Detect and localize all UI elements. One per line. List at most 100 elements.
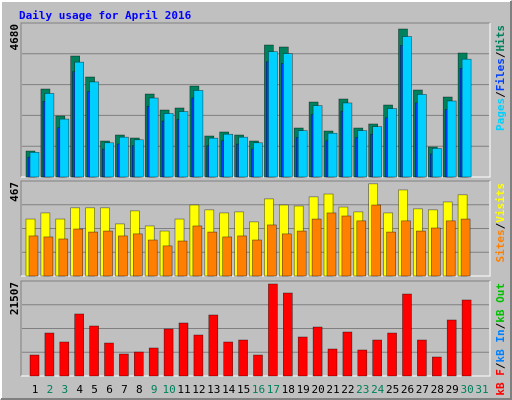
x-tick-label: 4 bbox=[76, 383, 83, 396]
bar bbox=[297, 130, 308, 178]
bar bbox=[208, 314, 219, 377]
legend-separator: / bbox=[494, 222, 507, 229]
bar bbox=[238, 339, 248, 377]
bar bbox=[268, 283, 278, 377]
bar bbox=[58, 238, 69, 277]
bar bbox=[103, 230, 113, 277]
x-tick-label: 7 bbox=[121, 383, 128, 396]
x-tick-label: 6 bbox=[106, 383, 113, 396]
x-tick-label: 9 bbox=[151, 383, 158, 396]
legend: Sites/Visits bbox=[494, 183, 507, 263]
x-tick-label: 10 bbox=[162, 383, 175, 396]
bar bbox=[89, 325, 99, 377]
bar bbox=[28, 235, 39, 277]
bar bbox=[445, 220, 456, 277]
bar bbox=[59, 118, 70, 178]
bar bbox=[222, 236, 232, 277]
bar bbox=[312, 105, 323, 178]
bar bbox=[223, 133, 233, 178]
bar bbox=[356, 220, 367, 277]
bar bbox=[162, 245, 173, 277]
bar bbox=[402, 293, 412, 377]
x-tick-label: 12 bbox=[192, 383, 205, 396]
bar bbox=[88, 231, 98, 277]
bar bbox=[193, 90, 204, 178]
bar bbox=[312, 326, 323, 377]
bar bbox=[193, 334, 204, 377]
legend-separator: / bbox=[494, 51, 507, 58]
bar bbox=[401, 220, 411, 277]
bar bbox=[207, 231, 218, 277]
bar bbox=[252, 239, 262, 277]
plot-edge-light bbox=[21, 281, 491, 377]
bar bbox=[417, 94, 427, 178]
y-tick-label: 4680 bbox=[8, 24, 21, 51]
bar bbox=[133, 233, 143, 277]
x-tick-label: 27 bbox=[416, 383, 429, 396]
bar bbox=[238, 136, 248, 178]
x-tick-label: 23 bbox=[356, 383, 369, 396]
x-tick-label: 20 bbox=[311, 383, 324, 396]
bar bbox=[431, 356, 442, 377]
bar bbox=[296, 230, 307, 277]
bar bbox=[311, 218, 322, 277]
legend: Pages/Files/Hits bbox=[494, 25, 507, 131]
bar bbox=[342, 331, 353, 377]
bar bbox=[342, 102, 353, 178]
bar bbox=[163, 113, 174, 178]
plot-edge-dark bbox=[20, 180, 490, 276]
bar bbox=[177, 240, 188, 277]
bar bbox=[147, 239, 158, 277]
bar bbox=[134, 351, 144, 377]
legend-entry: kB Out bbox=[494, 283, 507, 323]
bar bbox=[357, 349, 368, 377]
bar bbox=[29, 152, 40, 178]
legend-separator: / bbox=[494, 91, 507, 98]
bar bbox=[341, 215, 352, 277]
bar bbox=[460, 218, 471, 277]
bar bbox=[268, 51, 278, 178]
y-tick-label: 467 bbox=[8, 182, 21, 202]
bar bbox=[387, 108, 397, 178]
x-tick-label: 11 bbox=[177, 383, 190, 396]
bar bbox=[74, 313, 84, 377]
bar bbox=[118, 235, 128, 277]
x-tick-label: 25 bbox=[386, 383, 399, 396]
x-tick-label: 24 bbox=[371, 383, 385, 396]
bar bbox=[104, 142, 114, 178]
x-tick-label: 2 bbox=[47, 383, 54, 396]
bar bbox=[357, 130, 368, 178]
legend-entry: Visits bbox=[494, 183, 507, 223]
bar bbox=[89, 81, 99, 178]
bar bbox=[387, 332, 397, 377]
x-tick-label: 21 bbox=[326, 383, 339, 396]
legend-entry: Pages bbox=[494, 98, 507, 131]
bar bbox=[281, 233, 292, 277]
bar bbox=[73, 228, 83, 277]
legend-entry: Sites bbox=[494, 229, 507, 262]
legend-entry: kB In bbox=[494, 329, 507, 362]
bar bbox=[371, 204, 382, 277]
bar bbox=[267, 224, 277, 277]
bar bbox=[44, 332, 55, 377]
bar bbox=[416, 230, 426, 277]
bar bbox=[446, 100, 457, 178]
bar bbox=[74, 61, 84, 178]
bar bbox=[417, 339, 427, 377]
bar bbox=[327, 348, 338, 377]
bar bbox=[43, 236, 54, 277]
x-tick-label: 1 bbox=[32, 383, 39, 396]
bar bbox=[119, 353, 129, 377]
bar bbox=[282, 292, 293, 377]
legend-entry: Hits bbox=[494, 25, 507, 52]
x-tick-label: 5 bbox=[91, 383, 98, 396]
x-tick-label: 15 bbox=[237, 383, 250, 396]
bar bbox=[431, 148, 442, 178]
legend-entry: Files bbox=[494, 58, 507, 91]
x-tick-label: 8 bbox=[136, 383, 143, 396]
bar bbox=[372, 339, 383, 377]
bar bbox=[178, 322, 189, 377]
bar bbox=[148, 97, 159, 178]
